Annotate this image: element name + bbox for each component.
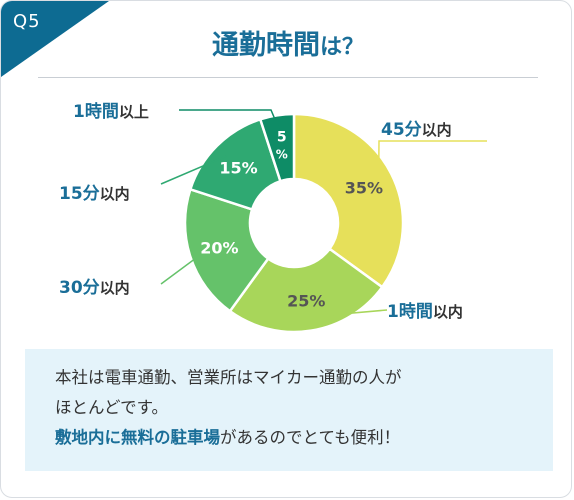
callout-num: 15分: [59, 184, 100, 204]
callout-unit: 以上: [118, 103, 149, 121]
callout-num: 30分: [59, 278, 100, 298]
donut-chart: 35% 25% 20% 15% 5%: [160, 109, 487, 334]
donut-slice-4: [258, 112, 296, 183]
title-suffix: は？: [319, 35, 364, 60]
title-divider: [38, 77, 538, 78]
data-label-1: 25%: [287, 292, 325, 311]
data-label-3: 15%: [219, 158, 257, 177]
donut-slice-0: [292, 112, 405, 289]
callout-1hour-over: 1時間以上: [73, 97, 149, 122]
callout-unit: 以内: [99, 185, 130, 203]
leader-line-3: [160, 155, 228, 185]
callout-45min: 45分以内: [381, 115, 452, 140]
comment-emphasis: 敷地内に無料の駐車場: [55, 428, 220, 447]
data-labels: 35% 25% 20% 15% 5%: [200, 129, 383, 310]
callout-num: 1時間: [387, 302, 433, 322]
data-label-2: 20%: [200, 238, 238, 257]
comment-box: 本社は電車通勤、営業所はマイカー通勤の人が ほとんどです。 敷地内に無料の駐車場…: [25, 349, 553, 471]
data-label-4-value: 5: [277, 129, 287, 145]
comment-line-3: 敷地内に無料の駐車場があるのでとても便利！: [55, 423, 523, 453]
callout-1hour-within: 1時間以内: [387, 297, 463, 322]
question-number-label: Q5: [13, 11, 41, 32]
leader-line-4: [179, 109, 280, 130]
comment-rest: があるのでとても便利！: [220, 428, 401, 447]
donut-slice-2: [183, 187, 270, 313]
comment-line-1: 本社は電車通勤、営業所はマイカー通勤の人が: [55, 368, 402, 387]
data-label-0: 35%: [345, 178, 383, 197]
callout-leader-lines: [160, 109, 487, 318]
leader-line-0: [377, 140, 487, 180]
callout-unit: 以内: [421, 121, 452, 139]
donut-slices: [183, 112, 405, 334]
callout-30min: 30分以内: [59, 273, 130, 298]
callout-num: 1時間: [73, 102, 119, 122]
leader-line-2: [160, 251, 205, 285]
leader-line-1: [308, 309, 388, 318]
callout-num: 45分: [381, 120, 422, 140]
question-title: 通勤時間は？: [1, 23, 571, 62]
callout-15min: 15分以内: [59, 179, 130, 204]
comment-line-2: ほとんどです。: [55, 398, 169, 417]
donut-slice-1: [228, 247, 384, 334]
callout-unit: 以内: [432, 303, 463, 321]
callout-unit: 以内: [99, 279, 130, 297]
title-main: 通勤時間: [211, 30, 320, 61]
data-label-4-unit: %: [276, 147, 288, 161]
